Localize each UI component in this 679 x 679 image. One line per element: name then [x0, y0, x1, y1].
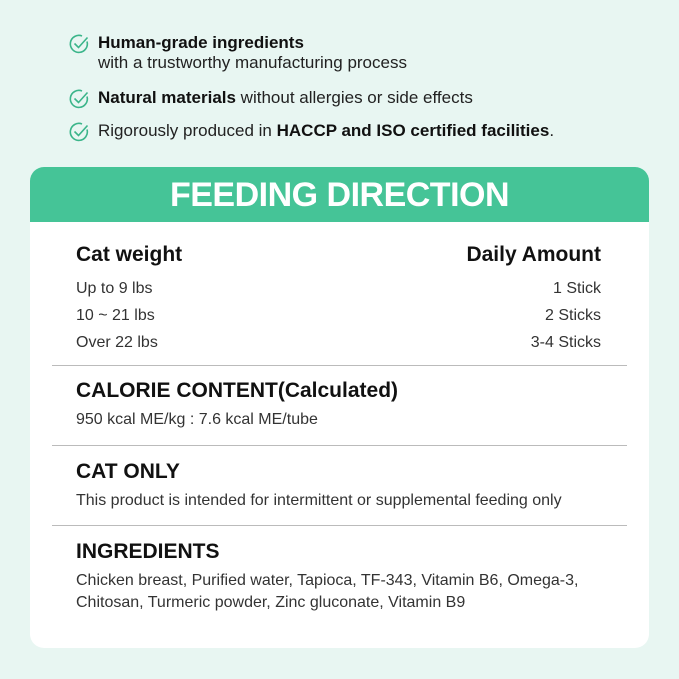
section-text: This product is intended for intermitten… — [76, 492, 562, 509]
table-row: 10 ~ 21 lbs 2 Sticks — [76, 307, 601, 325]
check-circle-icon — [69, 89, 89, 109]
feature-bold: Natural materials — [98, 88, 236, 107]
weight: Up to 9 lbs — [76, 280, 153, 297]
header-weight: Cat weight — [76, 243, 183, 266]
calorie-section: CALORIE CONTENT(Calculated) 950 kcal ME/k… — [76, 379, 619, 431]
check-circle-icon — [69, 34, 89, 54]
feature-period: . — [549, 121, 555, 140]
card-title: FEEDING DIRECTION — [30, 167, 649, 222]
divider — [52, 365, 627, 366]
feature-text: with a trustworthy manufacturing process — [98, 53, 407, 72]
feature-item: Rigorously produced in HACCP and ISO cer… — [68, 121, 554, 143]
ingredients-section: INGREDIENTS Chicken breast, Purified wate… — [76, 540, 609, 614]
header-amount: Daily Amount — [466, 243, 601, 266]
section-title: CAT ONLY — [76, 460, 180, 483]
amount: 1 Stick — [552, 280, 601, 297]
table-row: Up to 9 lbs 1 Stick — [76, 280, 601, 298]
feature-item: Human-grade ingredients with a trustworth… — [68, 33, 407, 73]
feature-bold: Human-grade ingredients — [98, 33, 304, 52]
check-circle-icon — [69, 122, 89, 142]
table-header: Cat weight Daily Amount — [76, 243, 601, 267]
feature-bold: HACCP and ISO certified facilities — [276, 121, 550, 140]
amount: 2 Sticks — [544, 307, 601, 324]
section-text: 950 kcal ME/kg : 7.6 kcal ME/tube — [76, 411, 318, 428]
amount: 3-4 Sticks — [530, 334, 601, 351]
feature-item: Natural materials without allergies or s… — [68, 88, 473, 110]
table-row: Over 22 lbs 3-4 Sticks — [76, 334, 601, 352]
divider — [52, 445, 627, 446]
weight: Over 22 lbs — [76, 334, 158, 351]
feature-text: without allergies or side effects — [235, 88, 473, 107]
feeding-card: FEEDING DIRECTION Cat weight Daily Amount… — [30, 167, 649, 648]
cat-only-section: CAT ONLY This product is intended for int… — [76, 460, 619, 512]
section-title: CALORIE CONTENT(Calculated) — [76, 379, 399, 402]
feature-text: Rigorously produced in — [98, 121, 277, 140]
section-text: Chicken breast, Purified water, Tapioca,… — [76, 572, 579, 611]
divider — [52, 525, 627, 526]
weight: 10 ~ 21 lbs — [76, 307, 155, 324]
section-title: INGREDIENTS — [76, 540, 220, 563]
